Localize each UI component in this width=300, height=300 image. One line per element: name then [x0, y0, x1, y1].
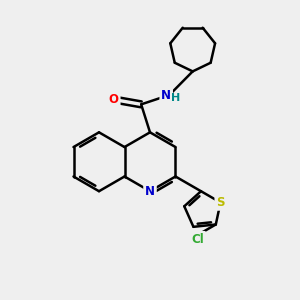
Text: N: N [145, 185, 155, 198]
Text: S: S [216, 196, 225, 209]
Text: Cl: Cl [192, 233, 204, 246]
Text: N: N [161, 89, 171, 102]
Text: H: H [171, 93, 180, 103]
Text: O: O [109, 93, 119, 106]
